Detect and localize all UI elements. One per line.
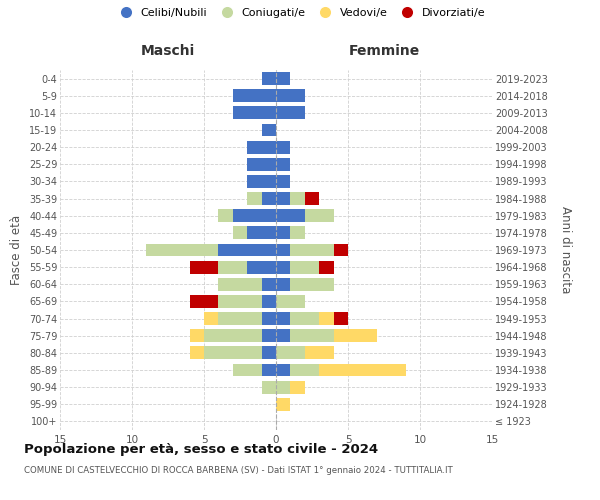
Bar: [290, 244, 334, 256]
Text: Maschi: Maschi: [141, 44, 195, 58]
Bar: [262, 72, 276, 85]
Bar: [247, 260, 276, 274]
Bar: [276, 278, 290, 290]
Bar: [290, 364, 319, 376]
Bar: [190, 346, 204, 360]
Bar: [276, 312, 290, 325]
Bar: [290, 312, 319, 325]
Y-axis label: Fasce di età: Fasce di età: [10, 215, 23, 285]
Text: Femmine: Femmine: [349, 44, 419, 58]
Bar: [262, 295, 276, 308]
Bar: [276, 175, 290, 188]
Bar: [290, 380, 305, 394]
Bar: [262, 192, 276, 205]
Bar: [204, 330, 262, 342]
Y-axis label: Anni di nascita: Anni di nascita: [559, 206, 572, 294]
Bar: [334, 330, 377, 342]
Bar: [276, 210, 305, 222]
Bar: [276, 106, 305, 120]
Bar: [290, 278, 334, 290]
Bar: [262, 380, 276, 394]
Bar: [276, 244, 290, 256]
Bar: [190, 295, 218, 308]
Bar: [276, 364, 290, 376]
Bar: [233, 90, 276, 102]
Bar: [276, 140, 290, 153]
Bar: [319, 260, 334, 274]
Bar: [276, 158, 290, 170]
Bar: [218, 244, 276, 256]
Bar: [247, 175, 276, 188]
Bar: [233, 226, 247, 239]
Bar: [262, 364, 276, 376]
Bar: [233, 210, 276, 222]
Bar: [319, 364, 406, 376]
Bar: [276, 90, 305, 102]
Bar: [276, 295, 305, 308]
Bar: [319, 312, 334, 325]
Bar: [276, 380, 290, 394]
Bar: [262, 330, 276, 342]
Bar: [334, 312, 348, 325]
Bar: [290, 330, 334, 342]
Bar: [204, 346, 262, 360]
Bar: [290, 226, 305, 239]
Bar: [204, 312, 218, 325]
Bar: [190, 260, 218, 274]
Bar: [218, 278, 262, 290]
Bar: [290, 192, 305, 205]
Bar: [334, 244, 348, 256]
Bar: [276, 226, 290, 239]
Bar: [218, 295, 262, 308]
Bar: [247, 226, 276, 239]
Bar: [233, 106, 276, 120]
Bar: [276, 192, 290, 205]
Bar: [262, 346, 276, 360]
Bar: [305, 192, 319, 205]
Bar: [290, 260, 319, 274]
Bar: [305, 346, 334, 360]
Bar: [233, 364, 262, 376]
Bar: [262, 312, 276, 325]
Bar: [262, 124, 276, 136]
Bar: [305, 210, 334, 222]
Bar: [146, 244, 218, 256]
Bar: [276, 330, 290, 342]
Bar: [218, 260, 247, 274]
Bar: [247, 140, 276, 153]
Text: Popolazione per età, sesso e stato civile - 2024: Popolazione per età, sesso e stato civil…: [24, 442, 378, 456]
Bar: [276, 398, 290, 410]
Legend: Celibi/Nubili, Coniugati/e, Vedovi/e, Divorziati/e: Celibi/Nubili, Coniugati/e, Vedovi/e, Di…: [115, 8, 485, 18]
Bar: [276, 346, 305, 360]
Text: COMUNE DI CASTELVECCHIO DI ROCCA BARBENA (SV) - Dati ISTAT 1° gennaio 2024 - TUT: COMUNE DI CASTELVECCHIO DI ROCCA BARBENA…: [24, 466, 453, 475]
Bar: [218, 210, 233, 222]
Bar: [247, 158, 276, 170]
Bar: [247, 192, 262, 205]
Bar: [190, 330, 204, 342]
Bar: [276, 72, 290, 85]
Bar: [218, 312, 262, 325]
Bar: [276, 260, 290, 274]
Bar: [262, 278, 276, 290]
